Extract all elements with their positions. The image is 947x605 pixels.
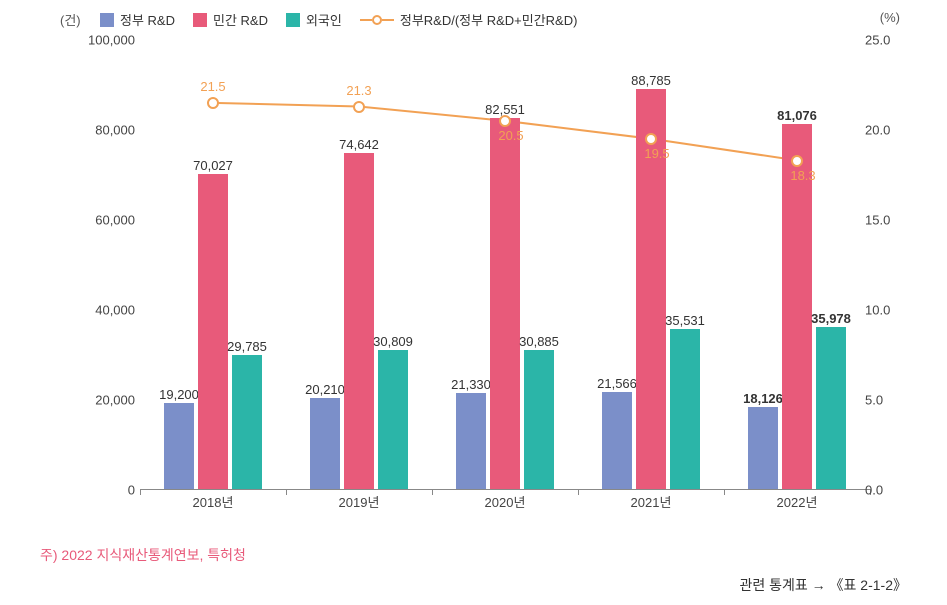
bar-foreign [670,329,700,489]
bar-label: 19,200 [159,387,199,402]
y-left-tick: 100,000 [80,33,135,48]
bar-label: 74,642 [339,137,379,152]
bar-label: 70,027 [193,158,233,173]
bar-foreign [816,327,846,489]
x-axis-sep [578,489,579,495]
y-right-tick: 10.0 [865,303,905,318]
bar-foreign [232,355,262,489]
bar-label: 81,076 [777,108,817,123]
y-right-tick: 20.0 [865,123,905,138]
bar-gov [456,393,486,489]
line-label: 20.5 [498,128,523,143]
bar-label: 35,531 [665,313,705,328]
chart-container: (건) (%) 정부 R&D 민간 R&D 외국인 정부R&D/(정부 R&D+… [40,10,910,540]
bar-label: 20,210 [305,382,345,397]
bar-gov [748,407,778,489]
bar-gov [310,398,340,489]
legend-item-private: 민간 R&D [193,10,268,29]
line-label: 19.5 [644,146,669,161]
legend-label: 민간 R&D [213,10,268,29]
line-marker [353,101,365,113]
x-axis-sep [140,489,141,495]
y-left-tick: 60,000 [80,213,135,228]
bar-private [490,118,520,489]
bar-gov [164,403,194,489]
line-marker [207,97,219,109]
y-left-tick: 0 [80,483,135,498]
legend-swatch-private [193,13,207,27]
bar-foreign [378,350,408,489]
line-marker [645,133,657,145]
y-right-tick: 25.0 [865,33,905,48]
bar-label: 30,809 [373,334,413,349]
y-right-tick: 15.0 [865,213,905,228]
line-label: 21.5 [200,79,225,94]
line-marker [791,155,803,167]
x-tick: 2020년 [485,492,526,511]
y-right-tick: 5.0 [865,393,905,408]
plot-area: 2018년2019년2020년2021년2022년19,20070,02729,… [140,40,870,490]
bar-foreign [524,350,554,489]
legend-label: 정부 R&D [120,10,175,29]
x-tick: 2018년 [193,492,234,511]
footnote: 주) 2022 지식재산통계연보, 특허청 [40,545,246,565]
legend-label: 외국인 [306,10,342,29]
bar-label: 29,785 [227,339,267,354]
y-right-tick: 0.0 [865,483,905,498]
reference-link: 관련 통계표 → 《표 2-1-2》 [739,575,907,595]
y-left-unit: (건) [60,10,81,29]
x-tick: 2019년 [339,492,380,511]
legend-item-foreign: 외국인 [286,10,342,29]
bar-private [344,153,374,489]
x-tick: 2021년 [631,492,672,511]
bar-label: 21,566 [597,376,637,391]
legend-line-icon [360,15,394,25]
y-left-tick: 40,000 [80,303,135,318]
legend-swatch-gov [100,13,114,27]
x-axis-sep [286,489,287,495]
bar-label: 21,330 [451,377,491,392]
y-left-tick: 80,000 [80,123,135,138]
line-marker [499,115,511,127]
y-right-unit: (%) [880,10,900,25]
x-tick: 2022년 [777,492,818,511]
legend-label: 정부R&D/(정부 R&D+민간R&D) [400,10,578,29]
bar-gov [602,392,632,489]
line-label: 21.3 [346,83,371,98]
bar-private [198,174,228,489]
bar-label: 30,885 [519,334,559,349]
legend: 정부 R&D 민간 R&D 외국인 정부R&D/(정부 R&D+민간R&D) [100,10,910,29]
x-axis-sep [432,489,433,495]
legend-swatch-foreign [286,13,300,27]
legend-item-ratio: 정부R&D/(정부 R&D+민간R&D) [360,10,578,29]
legend-item-gov: 정부 R&D [100,10,175,29]
bar-label: 35,978 [811,311,851,326]
bar-label: 18,126 [743,391,783,406]
x-axis-sep [724,489,725,495]
bar-label: 88,785 [631,73,671,88]
y-left-tick: 20,000 [80,393,135,408]
line-label: 18.3 [790,168,815,183]
